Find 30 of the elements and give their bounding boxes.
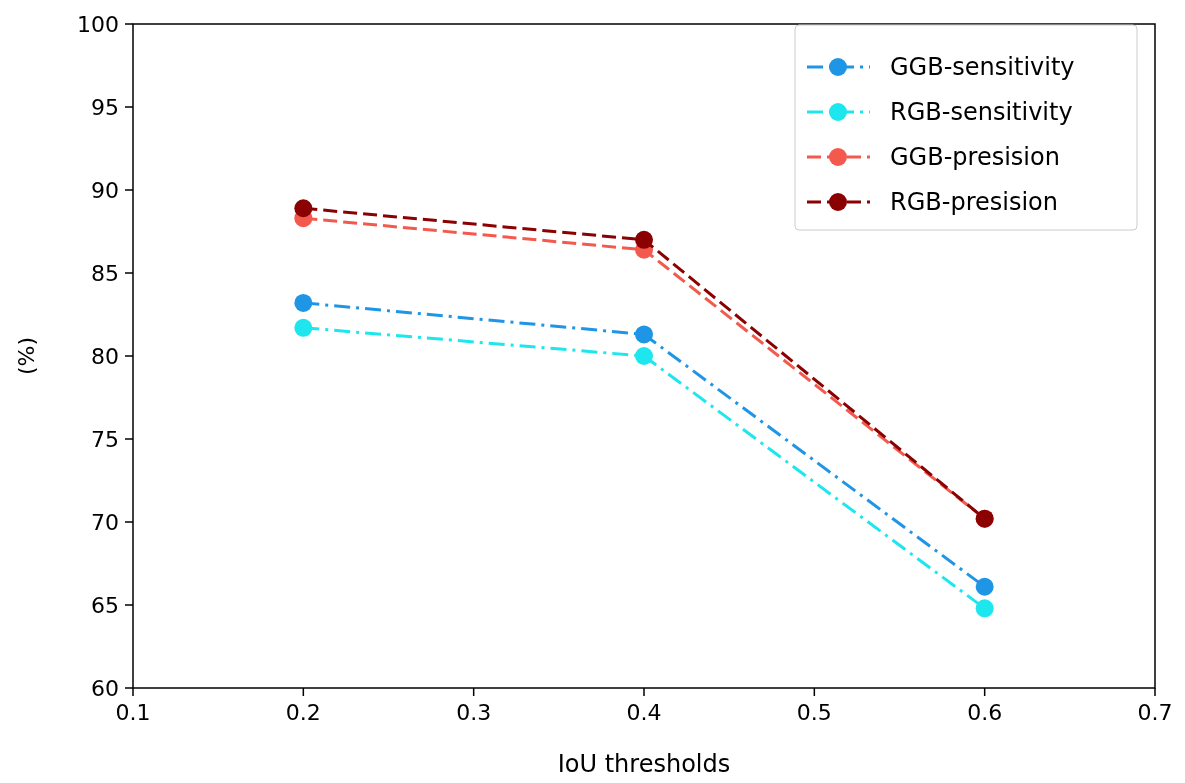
y-tick-label: 80: [91, 343, 119, 369]
legend-label: RGB-presision: [890, 188, 1058, 217]
x-tick-label: 0.2: [285, 700, 321, 725]
y-tick-label: 75: [91, 426, 119, 452]
y-tick-label: 65: [91, 592, 119, 618]
point: [635, 325, 653, 344]
y-tick-label: 100: [77, 11, 119, 37]
point: [635, 230, 653, 249]
legend-label: GGB-presision: [890, 143, 1060, 172]
x-tick-label: 0.3: [456, 700, 492, 725]
y-axis-title: (%): [14, 336, 39, 376]
x-tick-label: 0.1: [115, 700, 151, 725]
x-tick-label: 0.7: [1137, 700, 1173, 725]
point: [294, 293, 313, 312]
x-tick-label: 0.5: [796, 700, 832, 725]
y-tick-label: 60: [91, 675, 119, 701]
point: [294, 318, 313, 337]
y-tick-label: 95: [91, 94, 119, 120]
point: [635, 347, 653, 365]
point: [975, 599, 994, 618]
y-tick-label: 90: [91, 177, 119, 203]
y-tick-label: 70: [91, 509, 119, 535]
x-axis-title: IoU thresholds: [557, 750, 731, 778]
x-tick-label: 0.6: [967, 700, 1003, 725]
y-tick-label: 85: [91, 260, 119, 286]
point: [294, 199, 313, 218]
x-tick-label: 0.4: [626, 700, 662, 725]
point: [975, 577, 994, 596]
legend-label: RGB-sensitivity: [890, 98, 1073, 127]
legend-label: GGB-sensitivity: [890, 53, 1075, 82]
